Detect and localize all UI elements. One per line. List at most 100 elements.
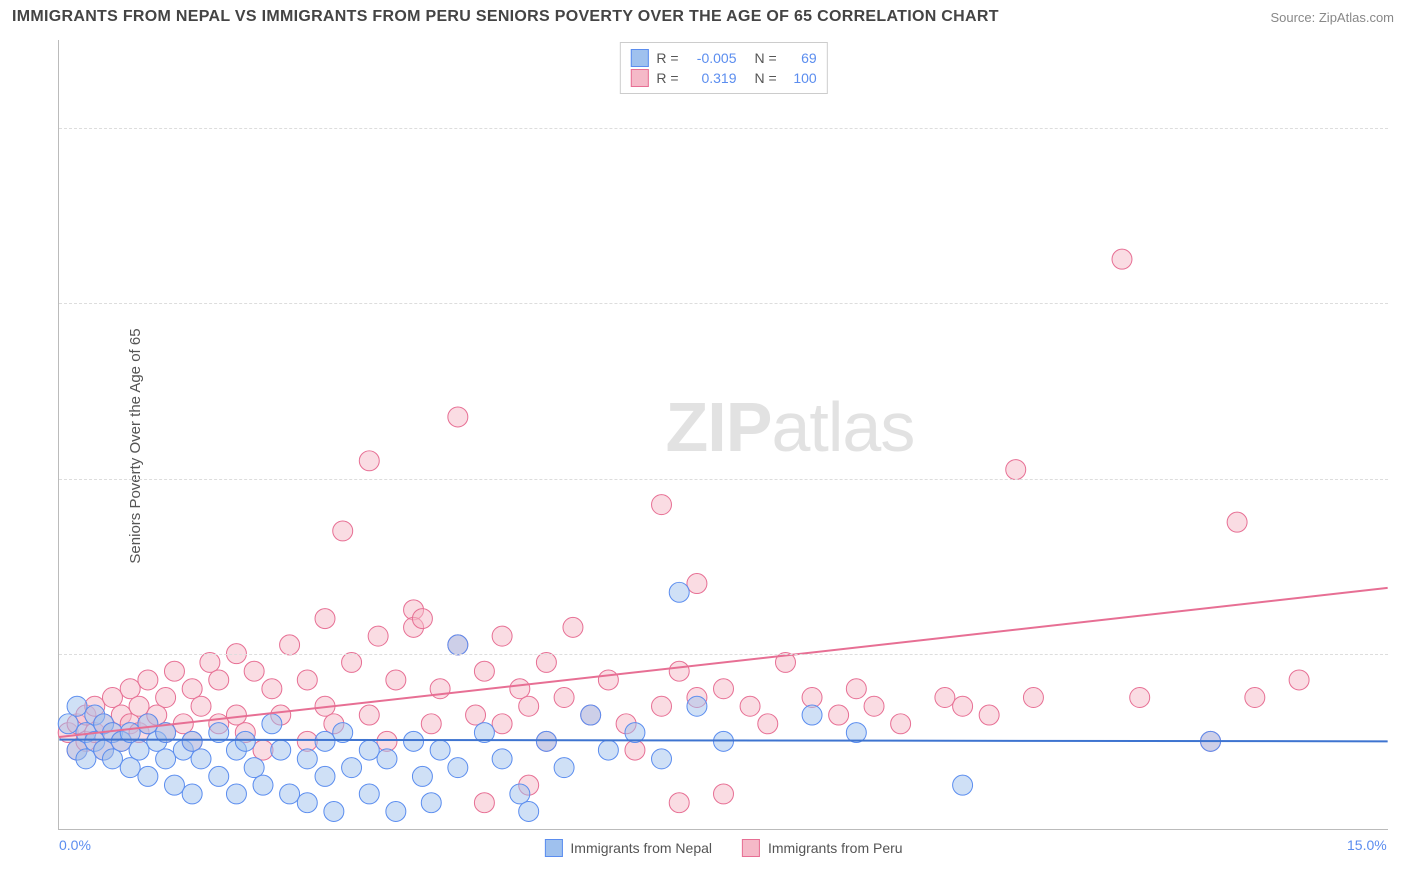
data-point bbox=[1006, 460, 1026, 480]
data-point bbox=[129, 740, 149, 760]
data-point bbox=[386, 801, 406, 821]
y-tick-label: 20.0% bbox=[1398, 646, 1406, 662]
data-point bbox=[129, 696, 149, 716]
data-point bbox=[492, 714, 512, 734]
data-point bbox=[102, 749, 122, 769]
data-point bbox=[271, 740, 291, 760]
data-point bbox=[740, 696, 760, 716]
legend-stats: R = -0.005 N = 69 R = 0.319 N = 100 bbox=[619, 42, 827, 94]
data-point bbox=[253, 775, 273, 795]
data-point bbox=[333, 521, 353, 541]
data-point bbox=[625, 740, 645, 760]
data-point bbox=[519, 801, 539, 821]
data-point bbox=[226, 705, 246, 725]
data-point bbox=[519, 696, 539, 716]
data-point bbox=[669, 793, 689, 813]
data-point bbox=[297, 670, 317, 690]
data-point bbox=[536, 652, 556, 672]
legend-bottom: Immigrants from Nepal Immigrants from Pe… bbox=[544, 839, 902, 857]
data-point bbox=[342, 652, 362, 672]
data-point bbox=[182, 784, 202, 804]
data-point bbox=[156, 688, 176, 708]
data-point bbox=[315, 766, 335, 786]
data-point bbox=[421, 714, 441, 734]
y-tick-label: 40.0% bbox=[1398, 471, 1406, 487]
data-point bbox=[652, 696, 672, 716]
data-point bbox=[138, 766, 158, 786]
data-point bbox=[404, 731, 424, 751]
data-point bbox=[138, 670, 158, 690]
title-bar: IMMIGRANTS FROM NEPAL VS IMMIGRANTS FROM… bbox=[12, 8, 1394, 26]
chart-title: IMMIGRANTS FROM NEPAL VS IMMIGRANTS FROM… bbox=[12, 8, 999, 26]
data-point bbox=[76, 749, 96, 769]
data-point bbox=[448, 407, 468, 427]
data-point bbox=[182, 679, 202, 699]
legend-swatch-peru bbox=[630, 69, 648, 87]
data-point bbox=[209, 670, 229, 690]
data-point bbox=[935, 688, 955, 708]
data-point bbox=[563, 617, 583, 637]
data-point bbox=[687, 696, 707, 716]
data-point bbox=[829, 705, 849, 725]
data-point bbox=[687, 574, 707, 594]
data-point bbox=[474, 661, 494, 681]
data-point bbox=[714, 784, 734, 804]
data-point bbox=[953, 696, 973, 716]
data-point bbox=[979, 705, 999, 725]
data-point bbox=[421, 793, 441, 813]
data-point bbox=[280, 784, 300, 804]
data-point bbox=[102, 688, 122, 708]
data-point bbox=[492, 626, 512, 646]
data-point bbox=[581, 705, 601, 725]
data-point bbox=[669, 661, 689, 681]
data-point bbox=[554, 758, 574, 778]
legend-row-nepal: R = -0.005 N = 69 bbox=[630, 49, 816, 67]
source-label: Source: ZipAtlas.com bbox=[1270, 10, 1394, 25]
data-point bbox=[262, 714, 282, 734]
data-point bbox=[156, 749, 176, 769]
x-tick-label: 0.0% bbox=[59, 837, 91, 853]
data-point bbox=[448, 758, 468, 778]
data-point bbox=[297, 749, 317, 769]
data-point bbox=[244, 758, 264, 778]
data-point bbox=[714, 679, 734, 699]
data-point bbox=[846, 723, 866, 743]
data-point bbox=[377, 731, 397, 751]
data-point bbox=[448, 635, 468, 655]
data-point bbox=[1245, 688, 1265, 708]
data-point bbox=[510, 679, 530, 699]
data-point bbox=[315, 609, 335, 629]
data-point bbox=[466, 705, 486, 725]
data-point bbox=[758, 714, 778, 734]
data-point bbox=[120, 758, 140, 778]
data-point bbox=[359, 705, 379, 725]
chart-area: ZIPatlas R = -0.005 N = 69 R = 0.319 N =… bbox=[58, 40, 1388, 830]
legend-swatch-nepal-b bbox=[544, 839, 562, 857]
data-point bbox=[430, 740, 450, 760]
data-point bbox=[138, 714, 158, 734]
data-point bbox=[209, 766, 229, 786]
data-point bbox=[280, 635, 300, 655]
legend-item-nepal: Immigrants from Nepal bbox=[544, 839, 712, 857]
data-point bbox=[226, 784, 246, 804]
data-point bbox=[1227, 512, 1247, 532]
data-point bbox=[802, 705, 822, 725]
data-point bbox=[652, 495, 672, 515]
data-point bbox=[386, 670, 406, 690]
data-point bbox=[164, 661, 184, 681]
x-tick-label: 15.0% bbox=[1347, 837, 1387, 853]
data-point bbox=[182, 731, 202, 751]
data-point bbox=[1023, 688, 1043, 708]
legend-item-peru: Immigrants from Peru bbox=[742, 839, 903, 857]
legend-swatch-nepal bbox=[630, 49, 648, 67]
data-point bbox=[474, 793, 494, 813]
data-point bbox=[368, 626, 388, 646]
data-point bbox=[1289, 670, 1309, 690]
y-tick-label: 60.0% bbox=[1398, 295, 1406, 311]
data-point bbox=[235, 731, 255, 751]
data-point bbox=[412, 766, 432, 786]
data-point bbox=[324, 801, 344, 821]
data-point bbox=[191, 749, 211, 769]
data-point bbox=[253, 740, 273, 760]
data-point bbox=[262, 679, 282, 699]
